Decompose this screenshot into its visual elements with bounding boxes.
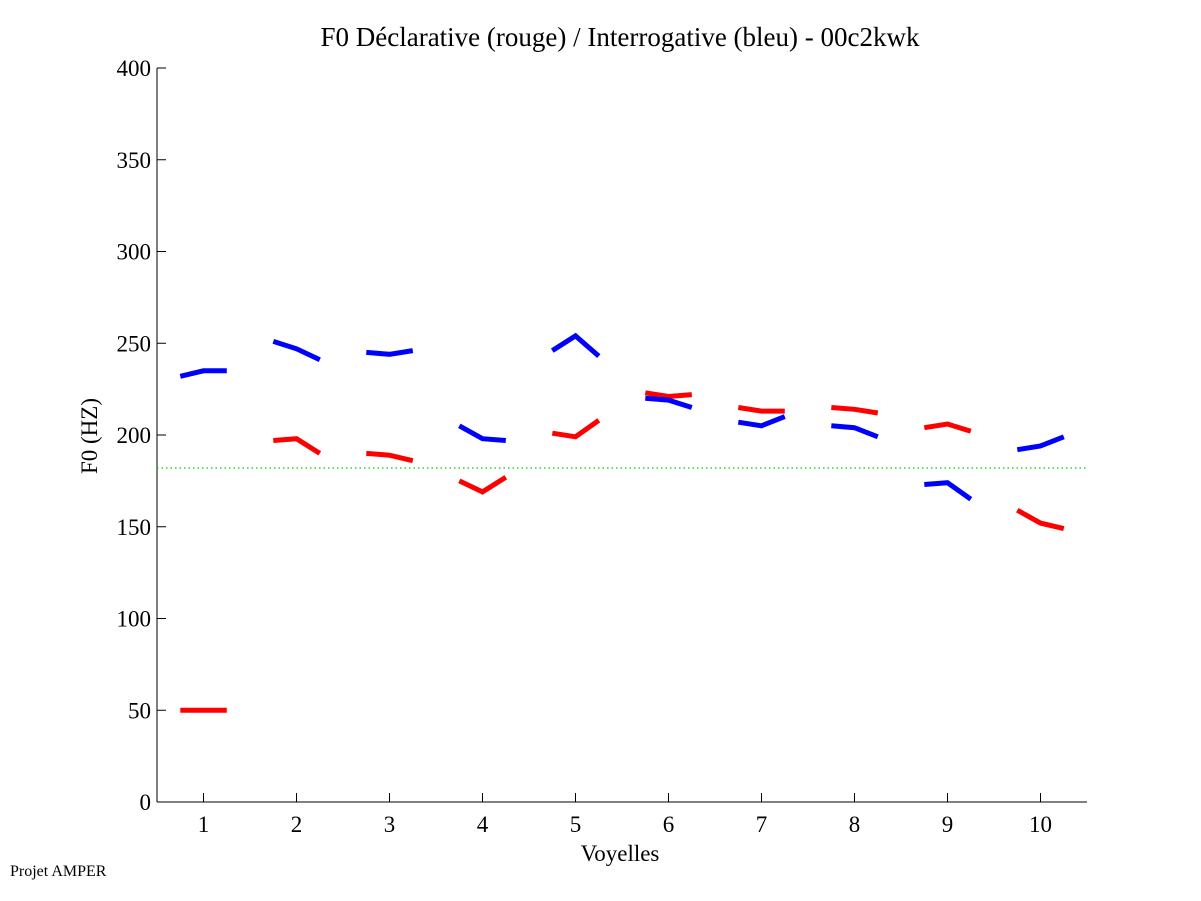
x-tick-label: 2 [291,812,303,837]
series-segment [458,423,506,443]
x-axis-label: Voyelles [581,841,660,866]
x-tick-label: 9 [942,812,954,837]
series-segment [458,475,508,495]
y-tick-label: 350 [117,148,152,173]
y-tick-label: 0 [140,790,152,815]
y-tick-label: 250 [117,331,152,356]
x-tick-label: 6 [663,812,675,837]
series-segment [831,423,879,440]
x-tick-label: 5 [570,812,582,837]
x-tick-label: 3 [384,812,396,837]
series-segment [550,332,601,358]
series-segment [273,436,322,456]
x-tick-label: 7 [756,812,768,837]
chart-title: F0 Déclarative (rouge) / Interrogative (… [320,22,920,52]
series-interrogative [179,332,1065,502]
series-segment [737,414,786,429]
series-segment [923,421,972,434]
x-tick-label: 4 [477,812,489,837]
y-tick-label: 400 [117,56,152,81]
y-tick-label: 150 [117,515,152,540]
plot-area [179,332,1065,713]
series-segment [737,405,785,414]
y-tick-label: 100 [117,607,152,632]
series-segment [272,339,321,363]
footer-label: Projet AMPER [10,863,107,880]
series-segment [366,348,414,357]
y-tick-label: 300 [117,240,152,265]
series-segment [1016,508,1065,532]
series-segment [924,480,973,502]
series-segment [644,390,693,400]
x-tick-label: 1 [198,812,210,837]
series-segment [551,418,601,440]
series-segment [1016,434,1065,453]
series-segment [831,405,879,416]
series-declarative [180,390,1065,713]
y-tick-label: 50 [128,698,151,723]
series-segment [179,368,227,379]
y-axis-label: F0 (HZ) [77,398,102,474]
x-tick-label: 8 [849,812,861,837]
series-segment [645,395,693,410]
y-tick-label: 200 [117,423,152,448]
series-segment [366,450,414,464]
axes: 0 50 100 150 200 250 300 350 400 1 2 3 4 5 6 7 8 9 10 [117,56,1087,837]
x-tick-label: 10 [1029,812,1052,837]
